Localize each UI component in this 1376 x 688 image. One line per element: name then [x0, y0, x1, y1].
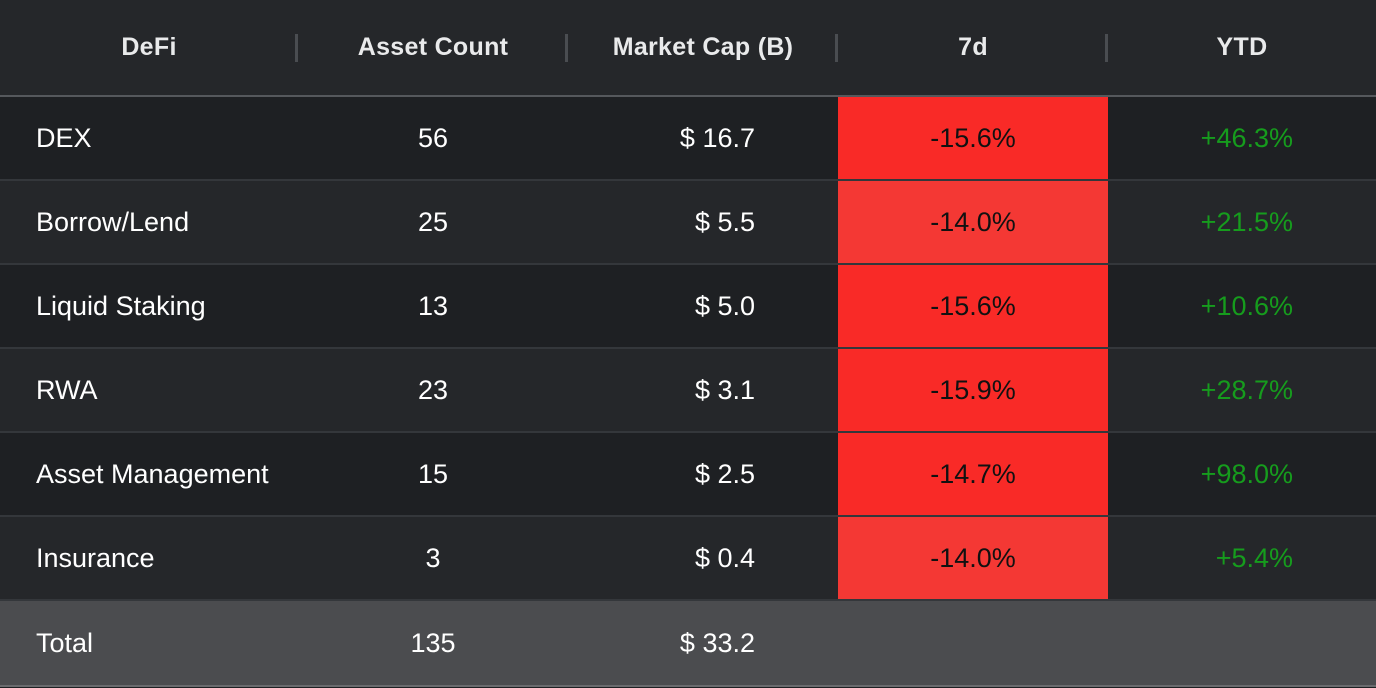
market-cap: $ 2.5: [694, 458, 755, 489]
total-label: Total: [36, 627, 94, 658]
change-7d: -15.6%: [838, 97, 1108, 179]
change-ytd: +10.6%: [1200, 290, 1293, 321]
market-cap: $ 0.4: [694, 542, 755, 573]
total-row: Total 135 $ 33.2: [0, 601, 1376, 687]
market-cap: $ 16.7: [679, 122, 755, 153]
market-cap: $ 5.5: [694, 206, 755, 237]
asset-count: 3: [425, 542, 441, 573]
column-header-defi[interactable]: DeFi: [0, 0, 298, 95]
table-row: Insurance 3 $ 0.4 -14.0% +5.4%: [0, 517, 1376, 601]
table-row: RWA 23 $ 3.1 -15.9% +28.7%: [0, 349, 1376, 433]
change-7d: -14.0%: [838, 517, 1108, 599]
column-header-label: YTD: [1216, 33, 1268, 61]
change-ytd: +28.7%: [1200, 374, 1293, 405]
sector-name: Insurance: [36, 542, 155, 573]
column-resize-handle[interactable]: [295, 34, 298, 62]
total-asset-count: 135: [410, 627, 456, 658]
market-cap: $ 3.1: [694, 374, 755, 405]
change-7d: -14.0%: [838, 181, 1108, 263]
change-ytd: +98.0%: [1200, 458, 1293, 489]
asset-count: 25: [417, 206, 449, 237]
column-header-label: 7d: [958, 33, 988, 61]
column-header-label: Asset Count: [357, 33, 509, 61]
table-row: Asset Management 15 $ 2.5 -14.7% +98.0%: [0, 433, 1376, 517]
sector-name: Liquid Staking: [36, 290, 206, 321]
column-header-label: Market Cap (B): [612, 33, 794, 61]
total-change-7d: [838, 601, 1108, 685]
sector-name: Asset Management: [36, 458, 269, 489]
total-market-cap: $ 33.2: [679, 627, 755, 658]
column-resize-handle[interactable]: [1105, 34, 1108, 62]
change-7d: -15.6%: [838, 265, 1108, 347]
change-ytd: +46.3%: [1200, 122, 1293, 153]
sector-name: RWA: [36, 374, 98, 405]
change-7d: -15.9%: [838, 349, 1108, 431]
table-header: DeFi Asset Count Market Cap (B) 7d YTD: [0, 0, 1376, 97]
change-ytd: +5.4%: [1215, 542, 1293, 573]
change-ytd: +21.5%: [1200, 206, 1293, 237]
market-cap: $ 5.0: [694, 290, 755, 321]
column-resize-handle[interactable]: [565, 34, 568, 62]
total-change-ytd: [1108, 601, 1376, 685]
column-header-ytd[interactable]: YTD: [1108, 0, 1376, 95]
sector-name: Borrow/Lend: [36, 206, 190, 237]
asset-count: 13: [417, 290, 449, 321]
table-row: DEX 56 $ 16.7 -15.6% +46.3%: [0, 97, 1376, 181]
asset-count: 23: [417, 374, 449, 405]
asset-count: 56: [417, 122, 449, 153]
table-row: Borrow/Lend 25 $ 5.5 -14.0% +21.5%: [0, 181, 1376, 265]
column-header-market-cap[interactable]: Market Cap (B): [568, 0, 838, 95]
asset-count: 15: [417, 458, 449, 489]
sector-name: DEX: [36, 122, 92, 153]
change-7d: -14.7%: [838, 433, 1108, 515]
column-header-7d[interactable]: 7d: [838, 0, 1108, 95]
column-header-label: DeFi: [121, 33, 177, 61]
table-row: Liquid Staking 13 $ 5.0 -15.6% +10.6%: [0, 265, 1376, 349]
column-header-asset-count[interactable]: Asset Count: [298, 0, 568, 95]
column-resize-handle[interactable]: [835, 34, 838, 62]
